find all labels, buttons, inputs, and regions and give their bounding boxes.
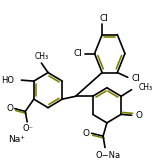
Text: Cl: Cl	[73, 49, 82, 58]
Text: O: O	[136, 111, 143, 120]
Text: CH₃: CH₃	[138, 83, 152, 92]
Text: HO: HO	[1, 76, 14, 85]
Text: Cl: Cl	[132, 74, 141, 83]
Text: O: O	[7, 104, 14, 113]
Text: CH₃: CH₃	[34, 52, 49, 61]
Text: O−Na: O−Na	[95, 151, 120, 160]
Text: Cl: Cl	[100, 14, 108, 23]
Text: O: O	[82, 129, 89, 138]
Text: O⁻: O⁻	[23, 124, 34, 133]
Text: Na⁺: Na⁺	[8, 135, 25, 144]
